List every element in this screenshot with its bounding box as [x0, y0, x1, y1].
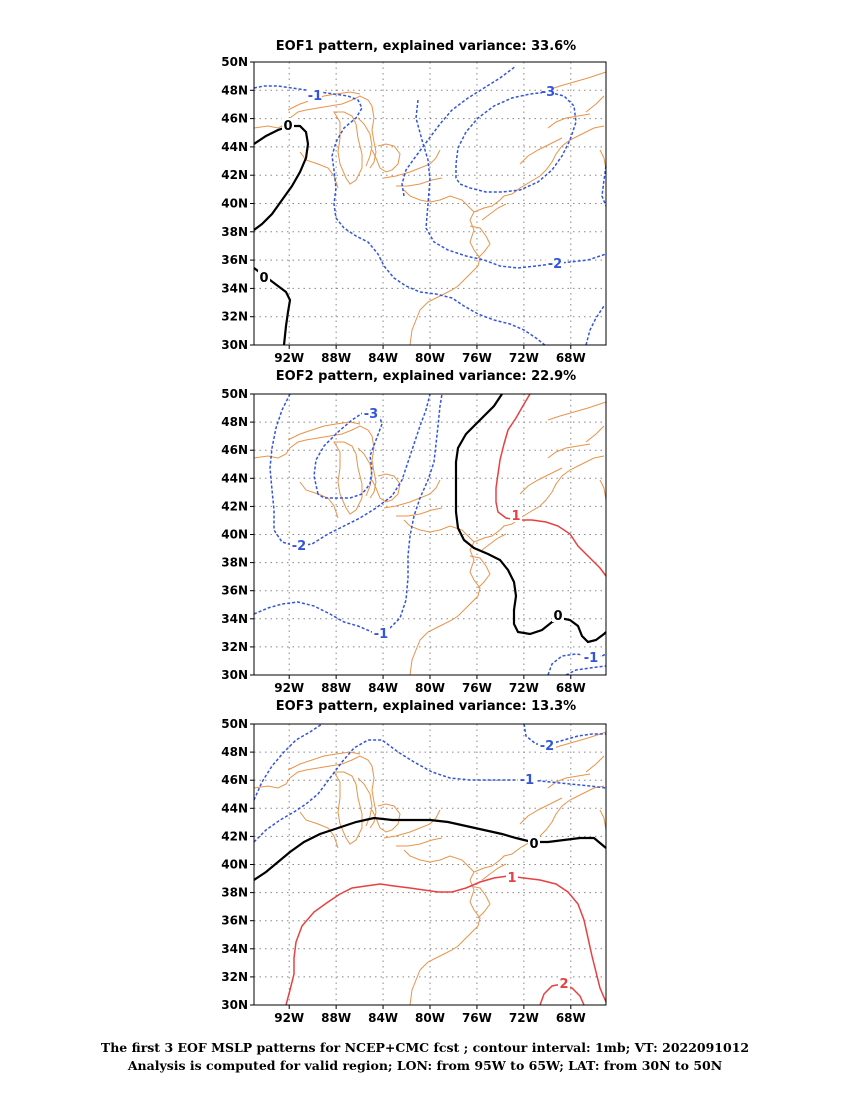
eof2-contour-labels: -3 -2 -1 1 0 -1 — [290, 406, 600, 666]
lat-tick-label: 42N — [221, 499, 248, 513]
contour-label: -1 — [308, 89, 322, 104]
lon-tick-label: 88W — [321, 1011, 351, 1025]
lat-tick-label: 32N — [221, 310, 248, 324]
contour-label: -3 — [541, 85, 555, 100]
lon-tick-label: 80W — [415, 1011, 445, 1025]
lat-tick-label: 44N — [221, 140, 248, 154]
contour-label: 0 — [283, 119, 292, 134]
lon-tick-label: 92W — [274, 681, 304, 695]
contour-label: -3 — [364, 407, 378, 422]
contour-label: -1 — [584, 651, 598, 666]
lat-tick-label: 40N — [221, 528, 248, 542]
lat-tick-label: 38N — [221, 225, 248, 239]
eof1-contour-labels: -1 -3 0 0 -2 — [258, 84, 564, 286]
lat-tick-label: 36N — [221, 914, 248, 928]
lon-tick-label: 92W — [274, 1011, 304, 1025]
contour-label: 0 — [259, 271, 268, 286]
lat-tick-label: 32N — [221, 640, 248, 654]
lat-tick-label: 38N — [221, 556, 248, 570]
eof1-title: EOF1 pattern, explained variance: 33.6% — [276, 39, 576, 54]
lat-tick-label: 38N — [221, 886, 248, 900]
eof3-panel: EOF3 pattern, explained variance: 13.3% — [221, 699, 607, 1025]
eof2-ticks: 92W 88W 84W 80W 76W 72W 68W 30N 32N 34N 36N 38N 40N 4… — [221, 387, 586, 695]
eof2-grid — [254, 394, 606, 675]
eof3-ticks: 92W 88W 84W 80W 76W 72W 68W 30N 32N 34N 36N 38N 40N 4… — [221, 717, 586, 1025]
contour-label: 1 — [507, 871, 516, 886]
caption-line-1: The first 3 EOF MSLP patterns for NCEP+C… — [100, 1040, 750, 1055]
lat-tick-label: 48N — [221, 415, 248, 429]
lon-tick-label: 72W — [509, 1011, 539, 1025]
contour-label: -2 — [292, 539, 306, 554]
lat-tick-label: 46N — [221, 773, 248, 787]
lat-tick-label: 30N — [221, 338, 248, 352]
contour-label: -2 — [540, 739, 554, 754]
eof1-ticks: 92W 88W 84W 80W 76W 72W 68W 30N 32N 34N 36N 38N 40N 4… — [221, 55, 586, 365]
contour-label: 0 — [529, 837, 538, 852]
lat-tick-label: 40N — [221, 858, 248, 872]
lon-tick-label: 80W — [415, 351, 445, 365]
lat-tick-label: 30N — [221, 998, 248, 1012]
lat-tick-label: 32N — [221, 970, 248, 984]
contour-label: 0 — [553, 609, 562, 624]
lat-tick-label: 46N — [221, 112, 248, 126]
lon-tick-label: 76W — [462, 1011, 492, 1025]
lon-tick-label: 88W — [321, 681, 351, 695]
contour-label: -2 — [548, 257, 562, 272]
lat-tick-label: 42N — [221, 829, 248, 843]
lat-tick-label: 34N — [221, 942, 248, 956]
lon-tick-label: 76W — [462, 351, 492, 365]
lat-tick-label: 48N — [221, 83, 248, 97]
eof3-contours — [253, 723, 607, 1006]
lon-tick-label: 84W — [368, 351, 398, 365]
lat-tick-label: 44N — [221, 801, 248, 815]
lon-tick-label: 68W — [556, 1011, 586, 1025]
lat-tick-label: 40N — [221, 197, 248, 211]
lat-tick-label: 50N — [221, 717, 248, 731]
lon-tick-label: 68W — [556, 681, 586, 695]
caption-line-2: Analysis is computed for valid region; L… — [127, 1058, 723, 1073]
eof3-coastlines — [253, 731, 607, 1006]
lon-tick-label: 88W — [321, 351, 351, 365]
eof3-title: EOF3 pattern, explained variance: 13.3% — [276, 699, 576, 714]
lon-tick-label: 68W — [556, 351, 586, 365]
contour-label: -1 — [374, 627, 388, 642]
lat-tick-label: 44N — [221, 471, 248, 485]
lat-tick-label: 50N — [221, 55, 248, 69]
contour-label: 1 — [511, 509, 520, 524]
contour-label: -1 — [520, 773, 534, 788]
contour-label: 2 — [559, 977, 568, 992]
lat-tick-label: 36N — [221, 584, 248, 598]
lat-tick-label: 50N — [221, 387, 248, 401]
lon-tick-label: 84W — [368, 1011, 398, 1025]
lon-tick-label: 84W — [368, 681, 398, 695]
lon-tick-label: 80W — [415, 681, 445, 695]
lon-tick-label: 72W — [509, 681, 539, 695]
lat-tick-label: 42N — [221, 168, 248, 182]
eof2-title: EOF2 pattern, explained variance: 22.9% — [276, 369, 576, 384]
lat-tick-label: 34N — [221, 612, 248, 626]
eof2-panel: EOF2 pattern, explained variance: 22.9% — [221, 369, 607, 695]
lat-tick-label: 36N — [221, 253, 248, 267]
lon-tick-label: 76W — [462, 681, 492, 695]
lat-tick-label: 34N — [221, 281, 248, 295]
lon-tick-label: 92W — [274, 351, 304, 365]
eof3-contour-labels: -2 -1 0 1 2 — [506, 738, 570, 992]
lon-tick-label: 72W — [509, 351, 539, 365]
eof1-grid — [254, 62, 606, 345]
eof1-panel: EOF1 pattern, explained variance: 33.6% — [221, 39, 607, 365]
lat-tick-label: 30N — [221, 668, 248, 682]
eof2-contours — [253, 393, 607, 676]
lat-tick-label: 48N — [221, 745, 248, 759]
lat-tick-label: 46N — [221, 443, 248, 457]
eof3-grid — [254, 724, 606, 1005]
